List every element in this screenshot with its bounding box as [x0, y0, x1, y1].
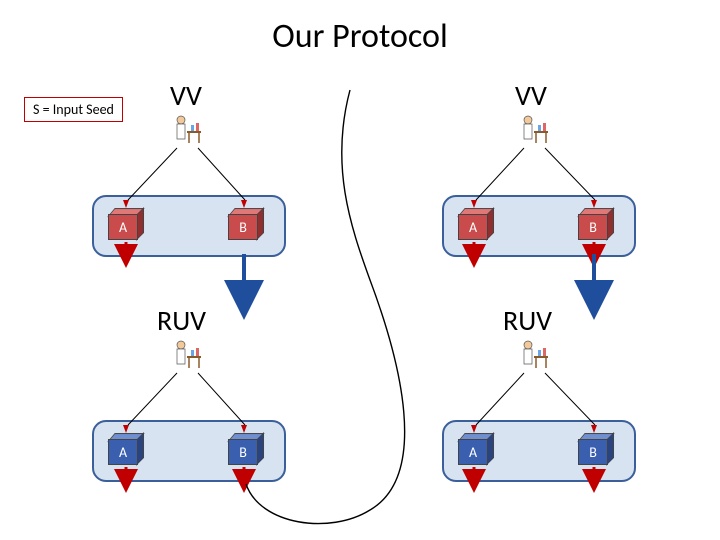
- cube-tl_b: B: [228, 208, 262, 242]
- cube-bl_b: B: [228, 433, 262, 467]
- ruv-label-left: RUV: [157, 303, 206, 338]
- cube-tr_b: B: [578, 208, 612, 242]
- cube-bl_a: A: [108, 433, 142, 467]
- scientist-icon: [524, 341, 548, 368]
- scientist-icon: [177, 341, 201, 368]
- page-title: Our Protocol: [0, 16, 720, 57]
- scientist-icon: [524, 116, 548, 143]
- scientist-icon: [177, 116, 201, 143]
- vv-label-left: VV: [170, 78, 202, 113]
- cube-br_b: B: [578, 433, 612, 467]
- cube-br_a: A: [458, 433, 492, 467]
- cube-tl_a: A: [108, 208, 142, 242]
- input-seed-box: S = Input Seed: [24, 97, 123, 122]
- vv-label-right: VV: [515, 78, 547, 113]
- ruv-label-right: RUV: [503, 303, 552, 338]
- cube-tr_a: A: [458, 208, 492, 242]
